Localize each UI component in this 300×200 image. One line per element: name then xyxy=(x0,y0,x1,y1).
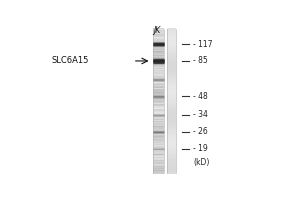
Text: - 85: - 85 xyxy=(193,56,208,65)
Text: - 26: - 26 xyxy=(193,127,208,136)
Text: JK: JK xyxy=(154,26,161,35)
Text: - 19: - 19 xyxy=(193,144,208,153)
Text: (kD): (kD) xyxy=(193,158,210,167)
Text: - 34: - 34 xyxy=(193,110,208,119)
Text: SLC6A15: SLC6A15 xyxy=(52,56,89,65)
Text: - 117: - 117 xyxy=(193,40,213,49)
Text: - 48: - 48 xyxy=(193,92,208,101)
